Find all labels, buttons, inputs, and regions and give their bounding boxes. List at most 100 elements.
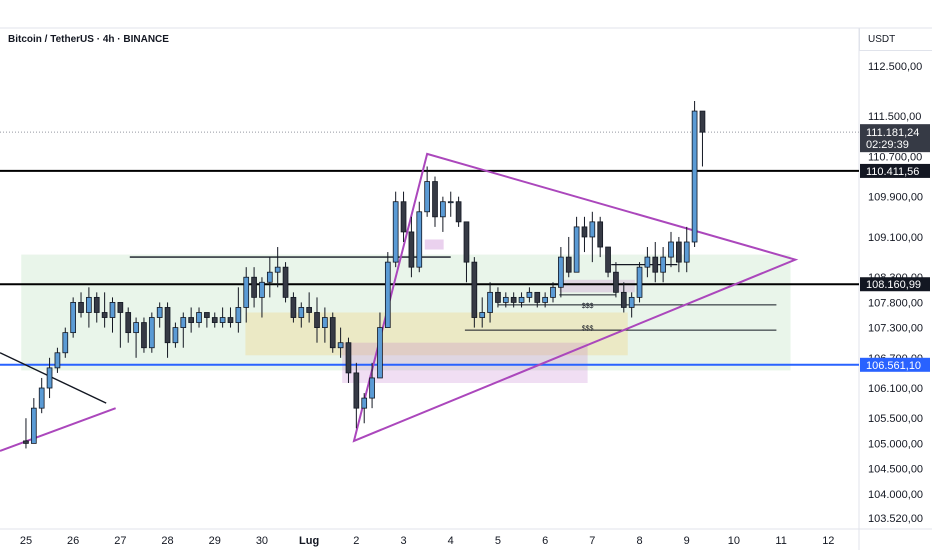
candle-body xyxy=(274,266,281,273)
candle xyxy=(345,337,352,383)
candle xyxy=(400,191,407,242)
candle xyxy=(605,246,611,278)
candle xyxy=(416,201,423,273)
range-zone xyxy=(21,254,791,371)
y-tick-label: 104.500,00 xyxy=(868,464,923,476)
candle-body xyxy=(322,317,328,328)
candle-body xyxy=(46,367,53,389)
x-tick-label: 10 xyxy=(728,535,740,547)
candle-body xyxy=(699,110,706,133)
candle xyxy=(46,357,53,399)
candle xyxy=(353,362,360,429)
candle xyxy=(266,257,273,298)
small-zone-1 xyxy=(424,239,444,250)
candle xyxy=(510,292,517,308)
candle-body xyxy=(487,291,493,313)
candle-body xyxy=(235,307,242,323)
candle-body xyxy=(636,266,643,298)
candle xyxy=(322,307,328,343)
candle-body xyxy=(266,271,273,283)
candle-body xyxy=(337,342,344,349)
candle-body xyxy=(290,296,297,318)
y-tick-label: 105.000,00 xyxy=(868,438,923,450)
currency-box[interactable] xyxy=(859,28,932,51)
candle xyxy=(597,216,604,258)
candle-body xyxy=(518,296,525,303)
candle xyxy=(109,297,116,333)
candle xyxy=(156,302,163,328)
candle xyxy=(329,312,336,353)
candle-body xyxy=(54,352,61,369)
candle xyxy=(565,236,572,278)
candle xyxy=(613,262,619,298)
candle xyxy=(699,110,706,167)
candle-body xyxy=(550,286,556,298)
candle xyxy=(30,398,37,444)
candle-body xyxy=(227,317,234,323)
candle-body xyxy=(141,322,147,349)
candle xyxy=(620,282,627,313)
candle-body xyxy=(565,256,572,273)
x-tick-label: 11 xyxy=(775,535,786,547)
candle xyxy=(125,307,132,343)
x-tick-label: 6 xyxy=(542,535,548,547)
candle-body xyxy=(369,377,375,399)
candle-body xyxy=(298,307,305,318)
candle-body xyxy=(86,296,92,313)
y-tick-label: 110.700,00 xyxy=(868,151,922,163)
candle xyxy=(204,312,210,328)
candle xyxy=(479,297,486,328)
candle-body xyxy=(613,271,619,293)
candle xyxy=(424,166,430,217)
candle-body xyxy=(400,201,407,233)
y-tick-label: 104.000,00 xyxy=(868,489,923,501)
candle-body xyxy=(620,291,627,308)
candle-body xyxy=(211,317,218,323)
candle xyxy=(38,377,45,414)
y-tick-label: 109.100,00 xyxy=(868,232,923,244)
candle xyxy=(432,176,438,227)
candle xyxy=(251,267,257,308)
candle-body xyxy=(628,296,635,308)
x-tick-label: 27 xyxy=(114,535,126,547)
candle xyxy=(188,307,194,333)
candle xyxy=(62,327,69,358)
candle xyxy=(581,216,588,253)
candle xyxy=(298,302,305,328)
candle-body xyxy=(668,241,674,258)
candle xyxy=(259,277,265,318)
candle xyxy=(471,257,478,328)
candle xyxy=(573,216,580,273)
x-tick-label: 12 xyxy=(822,535,834,547)
candle xyxy=(227,307,234,328)
candle xyxy=(558,247,564,298)
candle xyxy=(660,247,666,283)
x-tick-label: 4 xyxy=(448,535,454,547)
candle xyxy=(518,292,525,308)
candle xyxy=(101,292,108,328)
candle xyxy=(290,292,297,323)
candle xyxy=(550,282,556,303)
candle xyxy=(526,287,533,303)
x-tick-label: Lug xyxy=(299,535,319,547)
currency-unit[interactable]: USDT xyxy=(868,34,896,45)
candle-body xyxy=(219,317,226,323)
candle-countdown: 02:29:39 xyxy=(866,139,909,151)
candle xyxy=(306,292,312,323)
candle-body xyxy=(542,296,548,303)
candle-body xyxy=(133,322,139,334)
candle-body xyxy=(644,256,651,268)
candle xyxy=(141,317,147,353)
candle xyxy=(392,191,399,268)
candle xyxy=(542,292,548,308)
candle-body xyxy=(463,221,470,263)
candle xyxy=(463,221,470,283)
chart-title: Bitcoin / TetherUS · 4h · BINANCE xyxy=(8,34,169,45)
liquidity-zone xyxy=(342,342,588,383)
candle-body xyxy=(243,276,250,308)
candle xyxy=(502,292,509,308)
candle-body xyxy=(196,312,202,323)
candle xyxy=(196,307,202,328)
